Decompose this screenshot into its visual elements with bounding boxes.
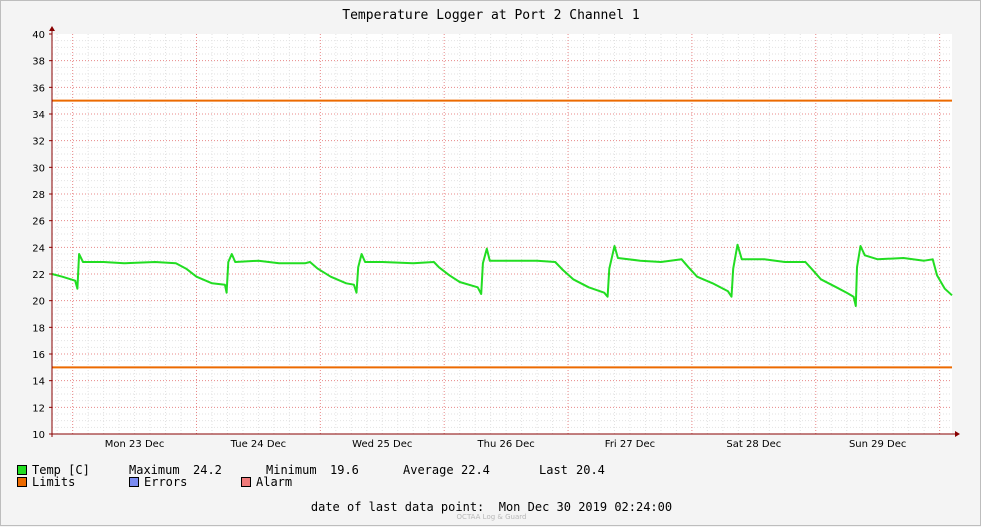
legend-errors-label: Errors — [144, 475, 188, 489]
x-tick-label: Tue 24 Dec — [230, 439, 287, 450]
legend-temp: Temp [C] — [17, 463, 129, 477]
legend-avg-value: 22.4 — [461, 463, 490, 477]
alarm-swatch — [241, 477, 251, 487]
legend-min-label: Minimum — [266, 463, 317, 477]
y-tick-label: 20 — [32, 297, 45, 308]
legend-temp-label: Temp [C] — [32, 463, 90, 477]
limits-swatch — [17, 477, 27, 487]
last-data-point: date of last data point: Mon Dec 30 2019… — [1, 500, 981, 514]
legend-max-value: 24.2 — [193, 463, 222, 477]
y-tick-label: 40 — [32, 30, 45, 41]
y-tick-label: 30 — [32, 163, 45, 174]
x-axis-arrow — [955, 431, 960, 437]
legend-row-stats: Temp [C] Maximum 24.2 Minimum 19.6 Avera… — [17, 463, 605, 477]
legend-min-value: 19.6 — [330, 463, 359, 477]
temperature-line — [51, 243, 953, 307]
y-tick-label: 18 — [32, 323, 45, 334]
x-tick-label: Mon 23 Dec — [105, 439, 165, 450]
chart-title: Temperature Logger at Port 2 Channel 1 — [342, 8, 639, 23]
legend-limits: Limits — [17, 475, 129, 489]
y-tick-label: 14 — [32, 377, 45, 388]
y-tick-label: 26 — [32, 217, 45, 228]
legend-last-value: 20.4 — [576, 463, 605, 477]
legend-limits-label: Limits — [32, 475, 76, 489]
x-tick-label: Thu 26 Dec — [477, 439, 535, 450]
last-point-label: date of last data point: — [310, 500, 485, 514]
legend-row-markers: Limits Errors Alarm — [17, 475, 292, 489]
y-tick-label: 28 — [32, 190, 45, 201]
y-tick-label: 10 — [32, 430, 45, 441]
y-tick-label: 32 — [32, 137, 45, 148]
legend-alarm-label: Alarm — [256, 475, 293, 489]
y-tick-label: 22 — [32, 270, 45, 281]
legend-max-label: Maximum — [129, 463, 180, 477]
limit-lines — [52, 99, 952, 369]
last-point-value: Mon Dec 30 2019 02:24:00 — [498, 500, 673, 514]
temp-swatch — [17, 465, 27, 475]
x-tick-label: Fri 27 Dec — [605, 439, 655, 450]
x-tick-label: Wed 25 Dec — [352, 439, 412, 450]
y-axis-arrow — [49, 26, 55, 31]
legend-alarm: Alarm — [241, 475, 292, 489]
y-tick-label: 16 — [32, 350, 45, 361]
legend-errors: Errors — [129, 475, 241, 489]
temperature-series — [51, 243, 953, 307]
x-tick-label: Sun 29 Dec — [849, 439, 906, 450]
legend-avg-label: Average — [403, 463, 454, 477]
y-tick-label: 38 — [32, 57, 45, 68]
x-tick-label: Sat 28 Dec — [726, 439, 781, 450]
grid — [52, 34, 952, 434]
y-tick-label: 24 — [32, 243, 45, 254]
credit-text: OCTAA Log & Guard — [456, 513, 527, 521]
legend-last-label: Last — [539, 463, 568, 477]
y-tick-label: 36 — [32, 83, 45, 94]
y-tick-label: 12 — [32, 403, 45, 414]
y-tick-label: 34 — [32, 110, 45, 121]
axes — [49, 26, 960, 437]
tick-labels: 40 38 36 34 32 30 28 26 24 22 20 18 16 14 12 10 Mon 23 D… — [32, 30, 906, 450]
errors-swatch — [129, 477, 139, 487]
